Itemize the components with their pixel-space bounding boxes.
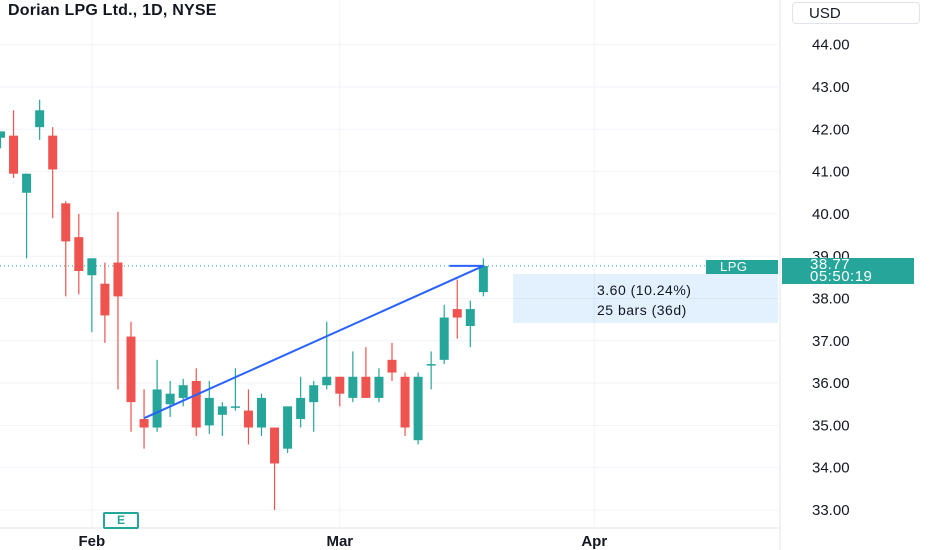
candle-body [257, 397, 266, 428]
candle-body [413, 376, 423, 441]
candle-body [22, 173, 32, 193]
candle-body [126, 336, 136, 403]
candle-body [348, 376, 358, 398]
candle-body [191, 380, 201, 428]
candle-body [113, 262, 123, 297]
candle-body [426, 364, 436, 366]
y-tick-label: 38.00 [812, 291, 850, 308]
y-tick-label: 41.00 [812, 164, 850, 181]
measure-info-box: 3.60 (10.24%) 25 bars (36d) [513, 274, 778, 323]
currency-button[interactable]: USD [792, 2, 920, 24]
x-tick-label: Feb [79, 533, 106, 550]
y-tick-label: 33.00 [812, 502, 850, 519]
candle-body [152, 389, 162, 428]
candle-body [74, 237, 84, 272]
candle-body [61, 203, 71, 242]
candle-body [139, 419, 149, 428]
candle-body [217, 406, 227, 415]
y-tick-label: 43.00 [812, 79, 850, 96]
last-price-tag: 38.77 05:50:19 [782, 256, 914, 285]
candle-body [322, 376, 332, 386]
candle-body [374, 376, 384, 398]
candle-body [243, 410, 253, 428]
symbol-tag: LPG [706, 260, 778, 274]
y-tick-label: 42.00 [812, 121, 850, 138]
candle-body [478, 265, 488, 293]
candle-body [296, 397, 306, 420]
candle-body [452, 309, 462, 318]
candle-body [48, 135, 58, 170]
y-tick-label: 40.00 [812, 206, 850, 223]
candle-body [0, 131, 5, 138]
candle-body [100, 283, 110, 316]
candle-body [400, 376, 410, 428]
x-tick-label: Apr [581, 533, 607, 550]
candle-body [283, 406, 293, 449]
bars-count-label: 25 bars (36d) [597, 302, 687, 318]
candle-body [230, 406, 240, 408]
bar-countdown: 05:50:19 [810, 268, 873, 285]
y-tick-label: 34.00 [812, 460, 850, 477]
x-tick-label: Mar [326, 533, 353, 550]
candle-body [204, 397, 214, 426]
y-tick-label: 35.00 [812, 417, 850, 434]
candle-body [270, 427, 280, 464]
y-tick-label: 36.00 [812, 375, 850, 392]
candle-body [387, 359, 397, 373]
earnings-marker-icon[interactable]: E [103, 512, 139, 529]
candle-body [335, 376, 345, 394]
y-tick-label: 37.00 [812, 333, 850, 350]
candle-body [309, 385, 319, 403]
price-change-label: 3.60 (10.24%) [597, 282, 692, 298]
last-price-value: 38.77 [810, 256, 851, 273]
chart-title: Dorian LPG Ltd., 1D, NYSE [8, 2, 217, 19]
candle-body [165, 393, 175, 405]
candle-body [439, 317, 449, 360]
y-tick-label: 44.00 [812, 37, 850, 54]
candle-body [361, 376, 371, 398]
candle-body [178, 385, 188, 398]
candle-body [35, 110, 45, 128]
candle-body [87, 258, 97, 276]
candle-body [465, 309, 475, 326]
trend-line [143, 265, 484, 420]
candle-body [9, 135, 19, 174]
